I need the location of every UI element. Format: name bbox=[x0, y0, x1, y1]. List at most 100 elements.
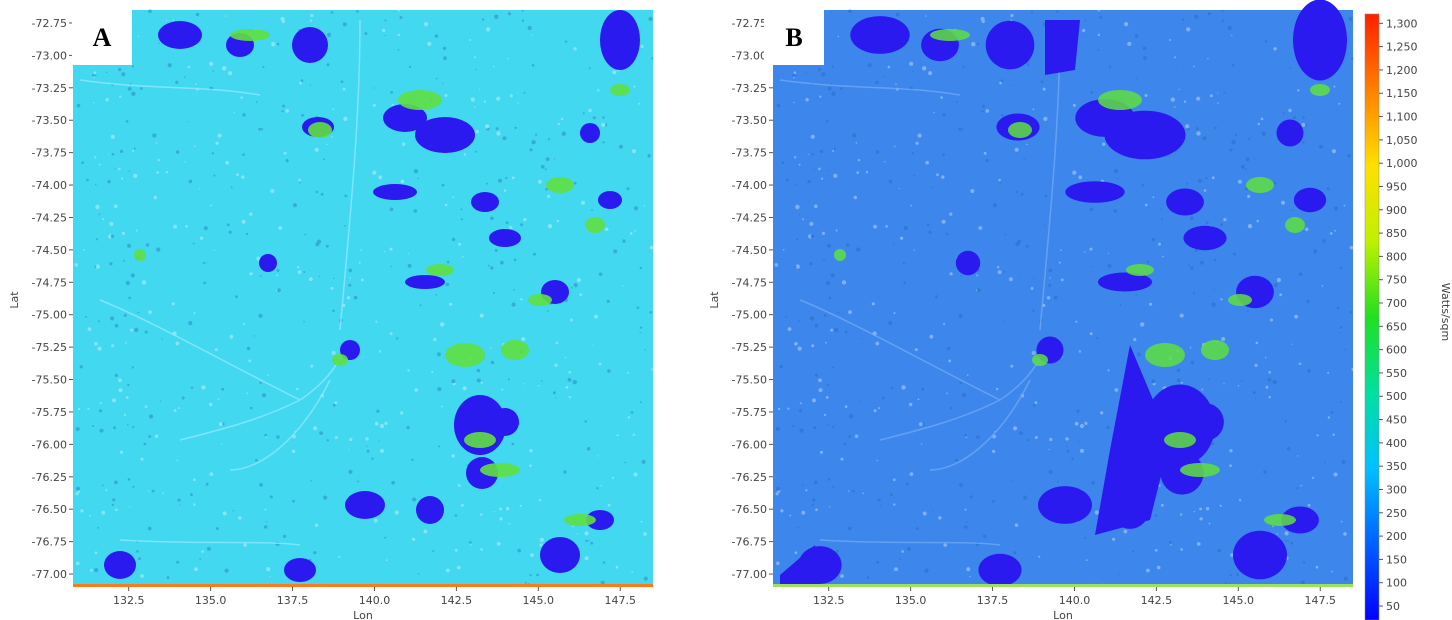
terrain-speckle bbox=[1032, 108, 1035, 111]
terrain-speckle bbox=[861, 338, 863, 340]
terrain-speckle bbox=[303, 320, 305, 323]
terrain-speckle bbox=[941, 219, 946, 224]
terrain-speckle bbox=[905, 482, 909, 486]
terrain-speckle bbox=[457, 484, 461, 487]
terrain-speckle bbox=[798, 163, 801, 166]
terrain-speckle bbox=[1141, 183, 1145, 187]
terrain-speckle bbox=[570, 286, 573, 289]
sunlit-region bbox=[501, 340, 529, 360]
terrain-speckle bbox=[1107, 252, 1110, 255]
terrain-speckle bbox=[1315, 565, 1319, 569]
lat-tick-label: -76.50 bbox=[732, 503, 767, 516]
terrain-speckle bbox=[129, 506, 131, 508]
terrain-speckle bbox=[1152, 382, 1156, 386]
terrain-speckle bbox=[821, 231, 825, 235]
terrain-speckle bbox=[602, 116, 605, 119]
terrain-speckle bbox=[148, 9, 152, 14]
terrain-speckle bbox=[909, 472, 914, 476]
terrain-speckle bbox=[206, 546, 211, 551]
terrain-speckle bbox=[190, 386, 194, 389]
shadow-region bbox=[1065, 181, 1125, 203]
terrain-speckle bbox=[1279, 293, 1283, 297]
colorbar-gradient bbox=[1364, 13, 1380, 620]
terrain-speckle bbox=[867, 63, 872, 68]
terrain-speckle bbox=[604, 123, 608, 127]
terrain-speckle bbox=[394, 510, 399, 515]
ridge-line bbox=[99, 299, 301, 401]
terrain-speckle bbox=[215, 527, 219, 531]
terrain-speckle bbox=[323, 495, 328, 500]
terrain-speckle bbox=[1034, 401, 1038, 405]
terrain-speckle bbox=[999, 181, 1002, 184]
terrain-speckle bbox=[389, 247, 393, 251]
terrain-speckle bbox=[102, 218, 105, 221]
terrain-speckle bbox=[93, 71, 97, 74]
terrain-speckle bbox=[75, 492, 79, 496]
terrain-speckle bbox=[371, 457, 374, 460]
terrain-speckle bbox=[981, 110, 984, 113]
terrain-speckle bbox=[1351, 57, 1354, 60]
terrain-speckle bbox=[1049, 437, 1053, 442]
terrain-speckle bbox=[446, 568, 450, 573]
terrain-speckle bbox=[111, 503, 114, 506]
terrain-speckle bbox=[1209, 94, 1213, 98]
terrain-speckle bbox=[1256, 219, 1260, 223]
terrain-speckle bbox=[847, 490, 850, 492]
terrain-speckle bbox=[985, 159, 989, 163]
terrain-speckle bbox=[1336, 306, 1340, 310]
terrain-speckle bbox=[495, 127, 499, 131]
terrain-speckle bbox=[807, 153, 809, 155]
terrain-speckle bbox=[492, 291, 496, 294]
terrain-speckle bbox=[1082, 28, 1086, 33]
terrain-speckle bbox=[127, 87, 132, 91]
terrain-speckle bbox=[94, 265, 97, 268]
terrain-speckle bbox=[942, 113, 946, 117]
lat-tick-label: -75.25 bbox=[32, 341, 67, 354]
terrain-speckle bbox=[818, 388, 823, 393]
terrain-speckle bbox=[1190, 360, 1195, 365]
terrain-speckle bbox=[922, 66, 927, 71]
terrain-speckle bbox=[1296, 487, 1299, 490]
sunlit-region bbox=[1008, 122, 1032, 138]
terrain-speckle bbox=[444, 94, 448, 97]
terrain-speckle bbox=[942, 153, 945, 156]
terrain-speckle bbox=[1108, 65, 1112, 69]
terrain-speckle bbox=[94, 74, 97, 77]
terrain-speckle bbox=[831, 65, 834, 68]
terrain-speckle bbox=[173, 409, 177, 413]
terrain-speckle bbox=[925, 160, 929, 165]
lat-tick-label: -75.25 bbox=[732, 341, 767, 354]
terrain-speckle bbox=[647, 154, 651, 158]
terrain-speckle bbox=[782, 248, 785, 251]
terrain-speckle bbox=[408, 65, 412, 69]
terrain-speckle bbox=[140, 457, 144, 461]
terrain-speckle bbox=[400, 179, 405, 184]
terrain-speckle bbox=[810, 234, 815, 238]
terrain-speckle bbox=[517, 92, 519, 94]
terrain-speckle bbox=[1090, 91, 1093, 94]
terrain-speckle bbox=[818, 378, 822, 383]
terrain-speckle bbox=[1031, 351, 1036, 355]
terrain-speckle bbox=[531, 140, 536, 145]
terrain-speckle bbox=[639, 266, 642, 270]
terrain-speckle bbox=[348, 469, 353, 474]
terrain-speckle bbox=[462, 386, 467, 391]
terrain-speckle bbox=[98, 163, 101, 166]
terrain-speckle bbox=[498, 178, 502, 183]
terrain-speckle bbox=[827, 243, 832, 248]
terrain-speckle bbox=[175, 150, 180, 154]
terrain-speckle bbox=[900, 236, 904, 240]
shadow-region bbox=[405, 275, 445, 289]
terrain-speckle bbox=[812, 398, 816, 403]
sunlit-region bbox=[585, 217, 605, 233]
terrain-speckle bbox=[1100, 411, 1104, 415]
terrain-speckle bbox=[127, 478, 131, 481]
terrain-speckle bbox=[815, 508, 818, 512]
terrain-speckle bbox=[119, 450, 124, 454]
terrain-speckle bbox=[1291, 343, 1293, 345]
terrain-speckle bbox=[1223, 91, 1226, 94]
terrain-speckle bbox=[531, 63, 535, 67]
ridge-line bbox=[229, 379, 331, 471]
terrain-speckle bbox=[259, 483, 263, 487]
terrain-speckle bbox=[1010, 13, 1014, 18]
